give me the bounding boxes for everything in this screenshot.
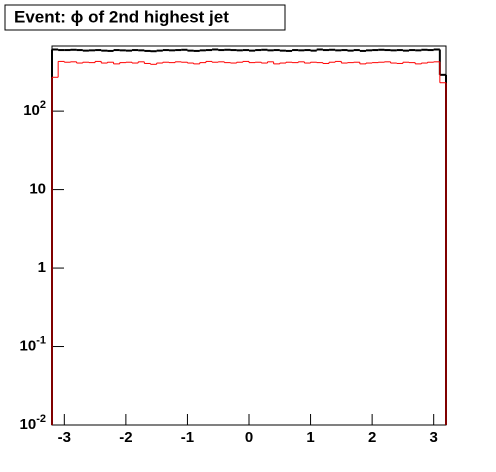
y-tick-exponent: 2: [40, 99, 46, 111]
y-tick-exponent: -2: [36, 413, 46, 425]
y-tick-label: 10: [29, 181, 46, 198]
y-tick-base: 10: [20, 337, 37, 354]
y-tick-label: 1: [38, 259, 46, 276]
x-tick-label: 1: [306, 429, 314, 446]
x-tick-label: 0: [245, 429, 253, 446]
x-tick-label: -3: [58, 429, 71, 446]
y-tick-label: 102: [23, 99, 46, 119]
x-tick-label: 2: [368, 429, 376, 446]
x-tick-label: 3: [430, 429, 438, 446]
title-box: [4, 4, 286, 31]
y-tick-label: 10-1: [20, 334, 46, 354]
x-tick-label: -2: [119, 429, 132, 446]
chart-title: Event: ϕ of 2nd highest jet: [14, 7, 229, 26]
plot-frame: [51, 45, 447, 426]
y-tick-base: 10: [23, 102, 40, 119]
x-tick-label: -1: [181, 429, 194, 446]
y-tick-base: 10: [20, 416, 37, 433]
y-tick-label: 10-2: [20, 413, 46, 433]
y-tick-exponent: -1: [36, 334, 46, 346]
